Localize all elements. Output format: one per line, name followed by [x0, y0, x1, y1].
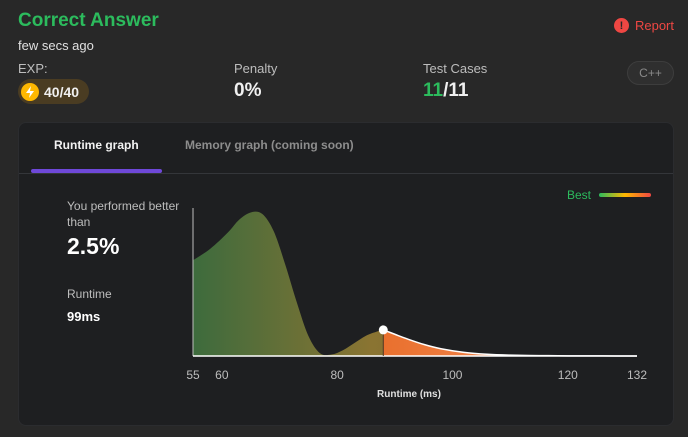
legend-gradient-bar	[599, 193, 651, 197]
testcases-total: /11	[443, 80, 469, 101]
penalty-value: 0%	[234, 80, 262, 101]
runtime-value: 99ms	[67, 309, 101, 324]
runtime-card: Runtime graph Memory graph (coming soon)…	[18, 122, 674, 426]
x-tick-label: 100	[442, 368, 462, 382]
graph-tabs: Runtime graph Memory graph (coming soon)	[19, 123, 673, 174]
distribution-area-highlight	[383, 329, 637, 356]
x-tick-label: 132	[627, 368, 647, 382]
legend-label: Best	[566, 188, 591, 202]
exp-label: EXP:	[18, 61, 48, 76]
testcases-label: Test Cases	[423, 61, 488, 76]
runtime-label: Runtime	[67, 287, 112, 301]
submission-time: few secs ago	[18, 38, 94, 53]
runtime-marker-dot[interactable]	[378, 325, 388, 335]
x-tick-label: 120	[558, 368, 578, 382]
performance-percentile: 2.5%	[67, 233, 120, 259]
report-button[interactable]: ! Report	[613, 18, 674, 33]
result-title: Correct Answer	[18, 10, 159, 31]
exp-value: 40/40	[44, 83, 80, 100]
lightning-icon	[21, 82, 39, 101]
testcases-value: 11/11	[423, 80, 468, 102]
x-tick-label: 60	[215, 368, 229, 382]
tab-runtime-graph[interactable]: Runtime graph	[54, 138, 139, 152]
runtime-chart: 55 60 80 100 120 132 Runtime (ms)	[186, 208, 647, 400]
report-label: Report	[634, 18, 674, 33]
chart-legend: Best	[567, 188, 651, 202]
testcases-passed: 11	[423, 80, 444, 101]
alert-icon: !	[613, 18, 629, 33]
penalty-label: Penalty	[234, 61, 278, 76]
language-chip[interactable]: C++	[627, 61, 674, 85]
exp-badge: 40/40	[18, 79, 90, 104]
active-tab-indicator	[31, 169, 162, 173]
tab-memory-graph[interactable]: Memory graph (coming soon)	[185, 138, 354, 152]
performance-label: You performed better than	[67, 199, 180, 229]
x-tick-label: 55	[186, 368, 200, 382]
x-tick-labels: 55 60 80 100 120 132	[186, 368, 647, 382]
x-axis-title: Runtime (ms)	[377, 389, 441, 400]
x-tick-label: 80	[330, 368, 344, 382]
distribution-area	[193, 211, 637, 356]
